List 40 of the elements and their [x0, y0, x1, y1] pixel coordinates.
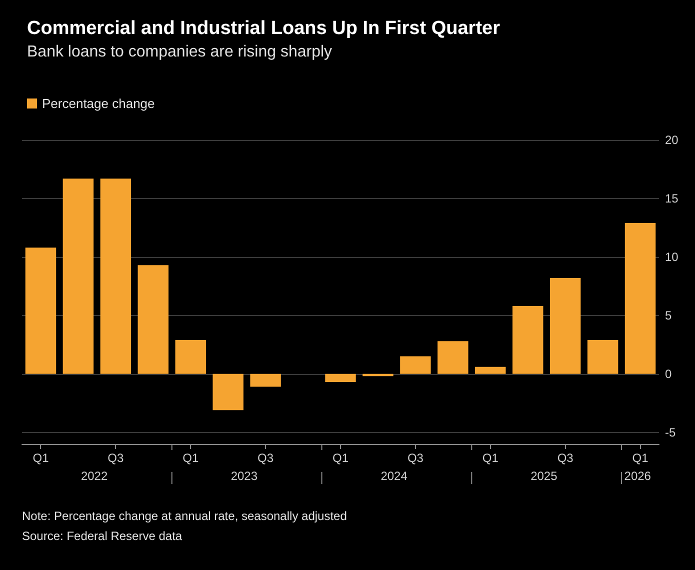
bar [438, 341, 468, 374]
bar [624, 223, 656, 374]
y-tick-label: 15 [665, 191, 679, 206]
legend-label: Percentage change [42, 96, 155, 111]
text: 2026 [624, 469, 652, 483]
chart-title: Commercial and Industrial Loans Up In First Quarter [27, 18, 501, 39]
source-note: Source: Federal Reserve data [22, 529, 182, 543]
x-tick-label: Q1 [632, 451, 649, 465]
text: 2025 [530, 469, 558, 483]
x-tick-label: Q3 [557, 451, 574, 465]
y-tick-label: 0 [665, 366, 672, 381]
y-tick-label: 20 [665, 133, 679, 147]
bar [250, 374, 281, 387]
chart-subtitle: Bank loans to companies are rising sharply [27, 44, 332, 60]
bar [475, 366, 506, 374]
text: Note: Percentage change at annual rate, seasonally adjusted [22, 509, 347, 523]
x-tick-label: Q1 [332, 451, 349, 465]
bar [100, 178, 132, 374]
bar [62, 178, 94, 374]
text: 2024 [380, 469, 408, 483]
bar [400, 356, 431, 374]
bar [325, 374, 356, 382]
x-tick-label: Q1 [32, 451, 50, 465]
x-tick-label: Q3 [258, 451, 274, 465]
bar [512, 306, 544, 374]
text: 2023 [230, 469, 258, 483]
text: 2022 [80, 469, 108, 483]
y-tick-label: 5 [665, 308, 672, 322]
bar [212, 374, 244, 410]
x-tick-label: Q3 [108, 451, 124, 465]
x-tick-label: Q1 [182, 451, 199, 465]
x-tick-label: Q1 [482, 451, 499, 465]
bar [587, 340, 618, 374]
x-tick-label: Q3 [407, 451, 424, 465]
bar [550, 278, 581, 374]
y-tick-label: 10 [665, 250, 679, 264]
bar [138, 265, 169, 374]
bar [25, 248, 56, 374]
y-tick-label: -5 [665, 425, 676, 440]
bar [175, 340, 206, 374]
